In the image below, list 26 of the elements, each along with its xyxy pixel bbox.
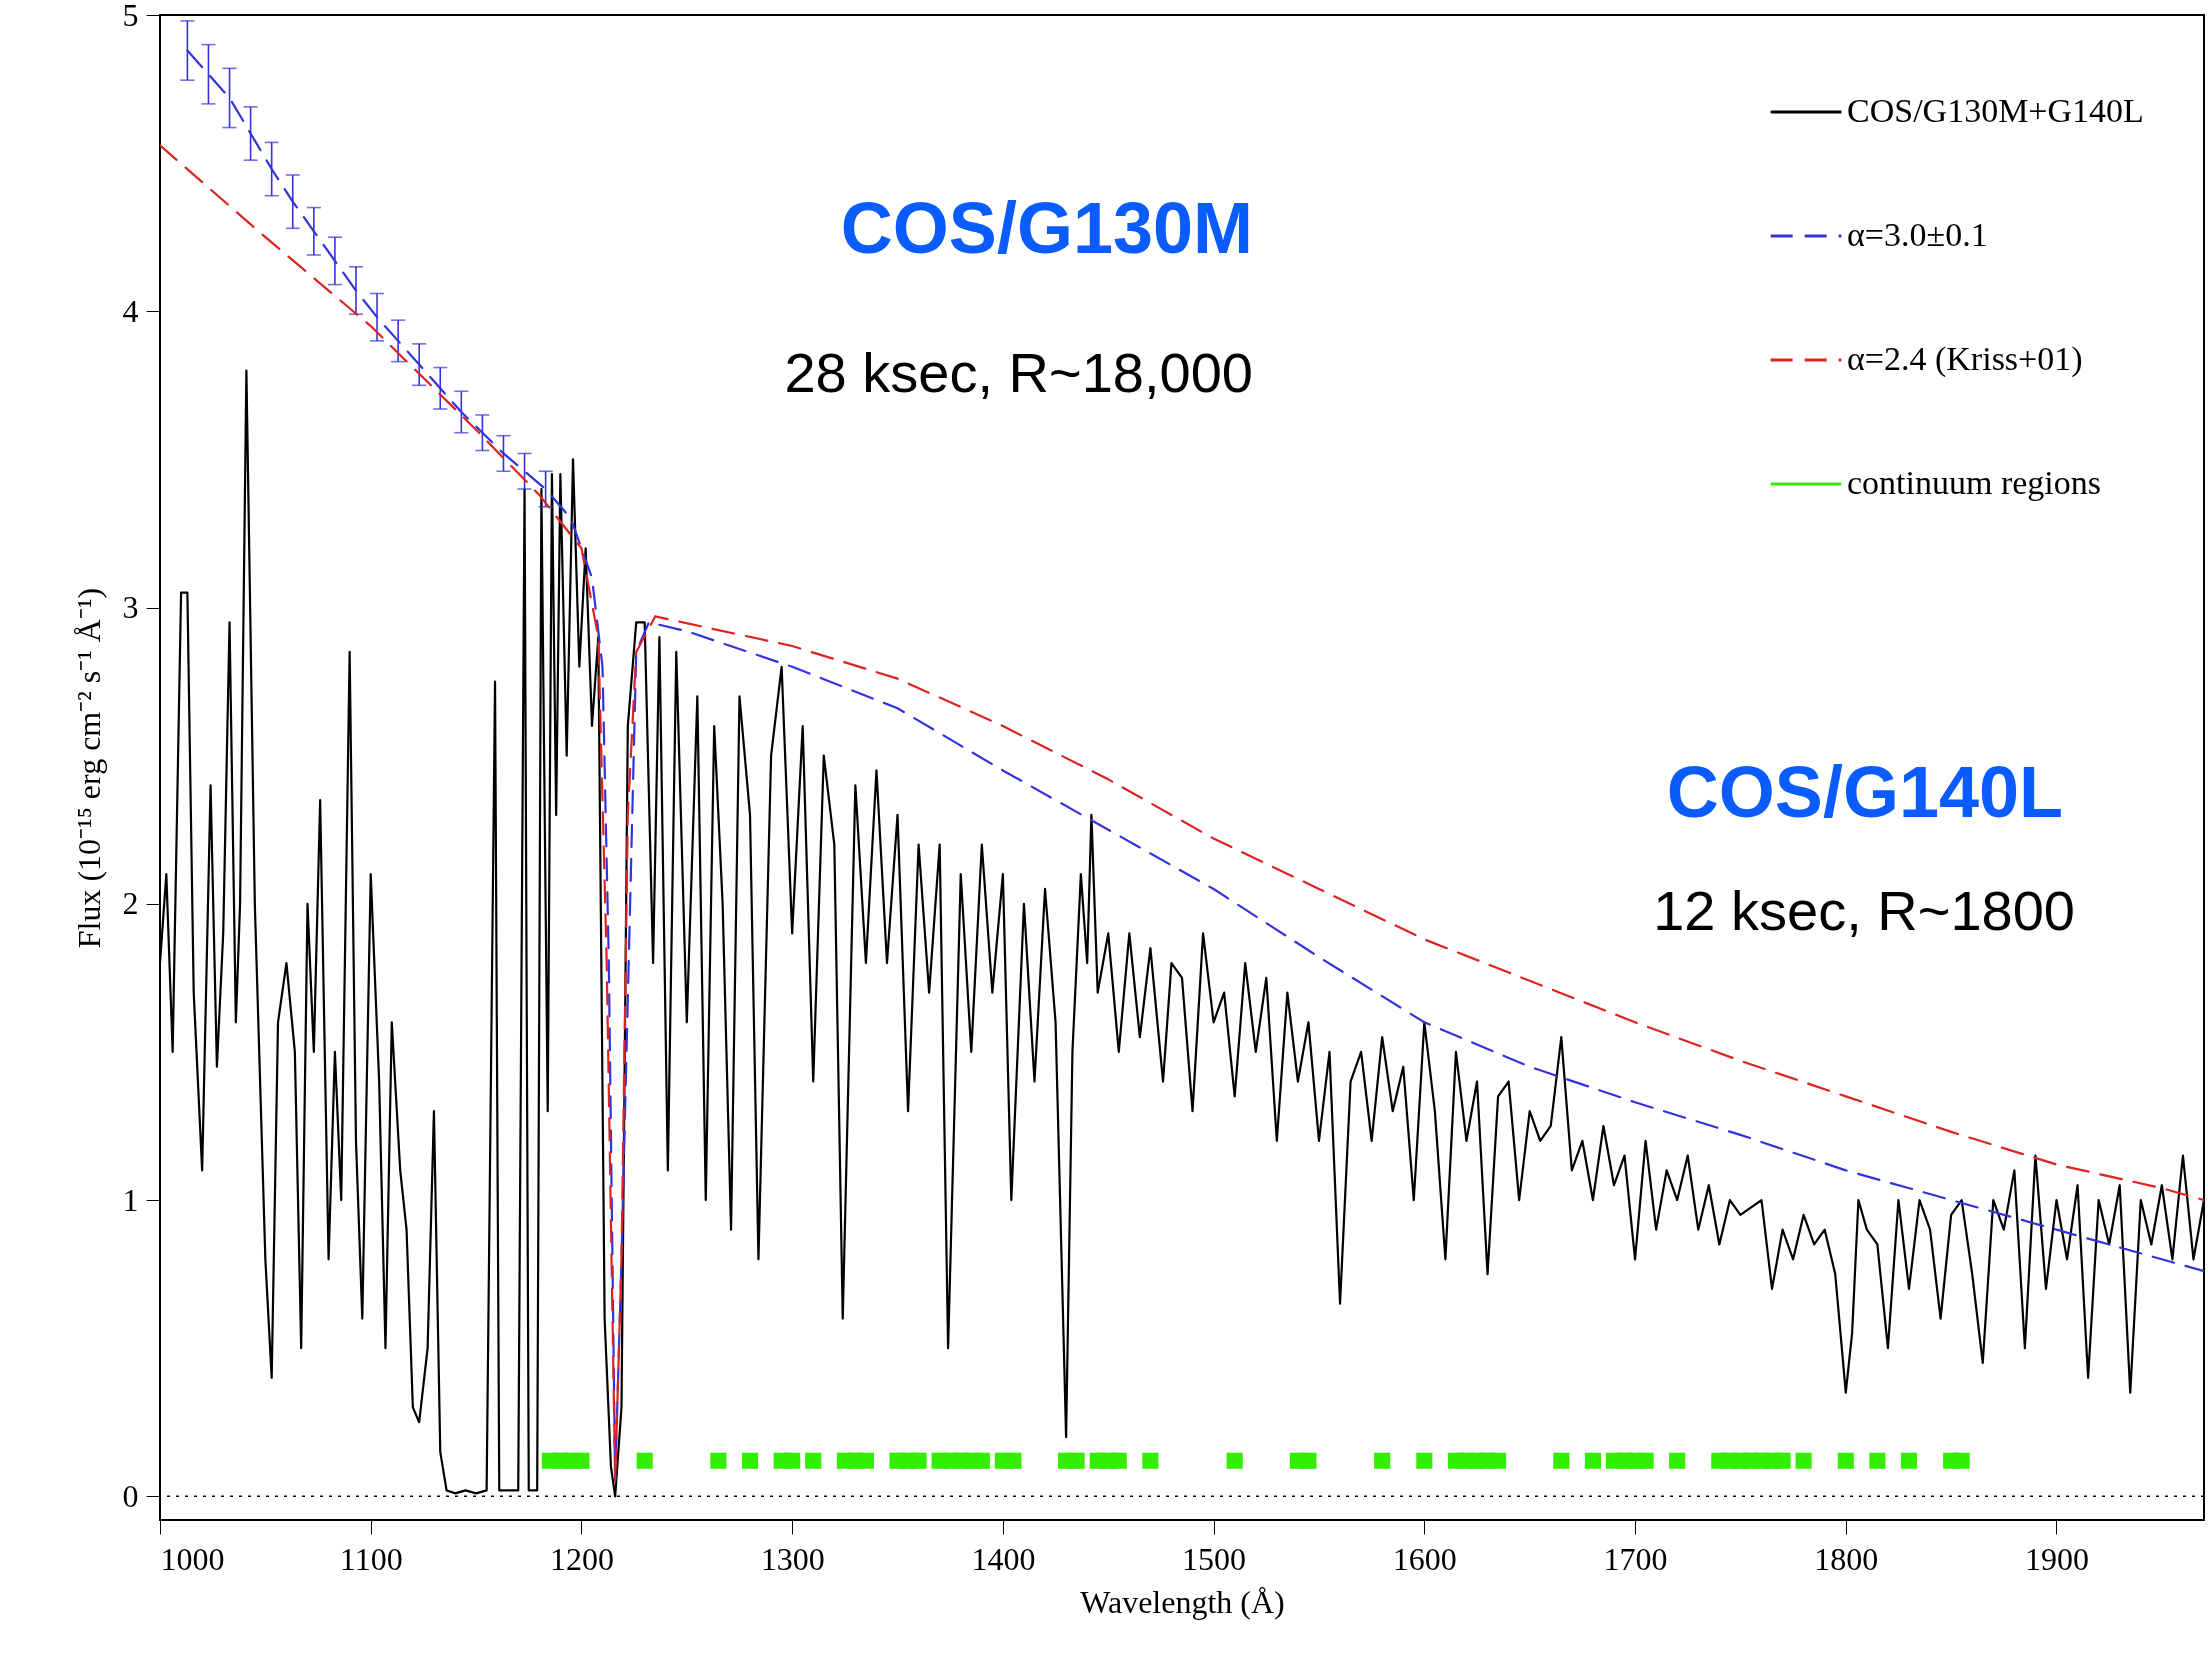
y-tick-label: 3 — [122, 589, 139, 626]
y-tick-label: 1 — [122, 1181, 139, 1218]
x-tick-label: 1800 — [1814, 1540, 1879, 1577]
x-tick-label: 1100 — [339, 1540, 403, 1577]
legend-label: α=2.4 (Kriss+01) — [1847, 340, 2083, 378]
x-tick-label: 1400 — [971, 1540, 1036, 1577]
legend-label: α=3.0±0.1 — [1847, 216, 1988, 253]
y-axis-title: Flux (10⁻¹⁵ erg cm⁻² s⁻¹ Å⁻¹) — [70, 587, 107, 949]
annotation: COS/G130M — [840, 188, 1253, 268]
annotation: 28 ksec, R~18,000 — [784, 341, 1253, 404]
annotation: COS/G140L — [1666, 752, 2063, 832]
x-tick-label: 1500 — [1182, 1540, 1247, 1577]
y-tick-label: 5 — [122, 0, 139, 33]
annotation: 12 ksec, R~1800 — [1653, 879, 2075, 942]
x-tick-label: 1200 — [549, 1540, 614, 1577]
x-tick-label: 1300 — [760, 1540, 825, 1577]
y-tick-label: 4 — [122, 292, 139, 329]
x-tick-label: 1600 — [1392, 1540, 1457, 1577]
y-tick-label: 0 — [122, 1477, 139, 1514]
x-tick-label: 1700 — [1603, 1540, 1668, 1577]
x-axis-title: Wavelength (Å) — [1080, 1583, 1285, 1620]
legend-label: COS/G130M+G140L — [1847, 92, 2144, 129]
legend-label: continuum regions — [1847, 464, 2102, 501]
y-tick-label: 2 — [122, 885, 139, 922]
x-tick-label: 1000 — [160, 1540, 225, 1577]
x-tick-label: 1900 — [2024, 1540, 2089, 1577]
